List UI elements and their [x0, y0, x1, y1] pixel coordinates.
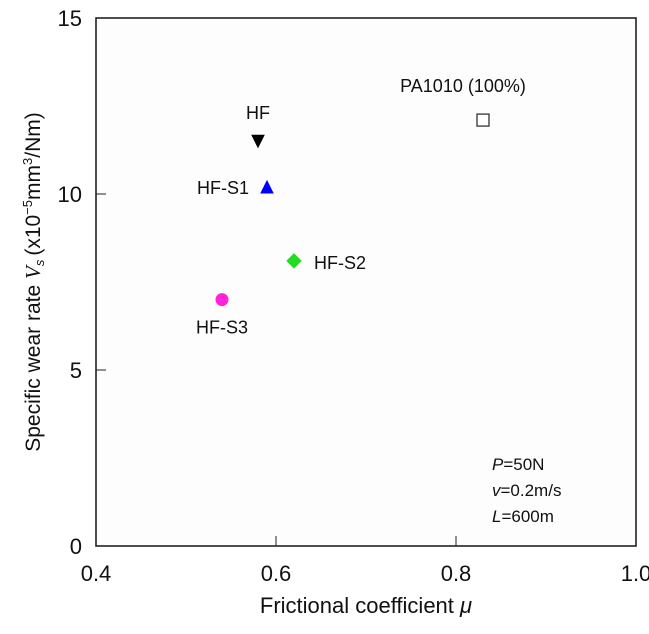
condition-P: P=50N	[492, 455, 544, 474]
y-tick-label: 5	[70, 358, 82, 383]
x-axis-label: Frictional coefficient μ	[260, 593, 472, 618]
condition-v: v=0.2m/s	[492, 481, 561, 500]
y-axis-label: Specific wear rate Vs(x10−5mm3/Nm)	[20, 112, 47, 452]
point-hf-s2-marker	[286, 253, 302, 269]
x-tick-label: 1.0	[621, 561, 649, 586]
x-tick-label: 0.4	[81, 561, 112, 586]
condition-L: L=600m	[492, 507, 554, 526]
point-pa1010-100-label: PA1010 (100%)	[400, 76, 526, 96]
point-hf-s2-label: HF-S2	[314, 253, 366, 273]
point-hf-s3-label: HF-S3	[196, 318, 248, 338]
point-hf-s1-label: HF-S1	[197, 178, 249, 198]
y-tick-label: 0	[70, 534, 82, 559]
point-pa1010-100-marker	[476, 113, 490, 127]
point-hf-s1-marker	[260, 179, 274, 194]
x-tick-label: 0.6	[261, 561, 292, 586]
y-tick-label: 15	[58, 6, 82, 31]
y-tick-label: 10	[58, 182, 82, 207]
point-hf-s3-marker	[215, 293, 229, 307]
test-conditions: P=50N v=0.2m/s L=600m	[492, 455, 561, 526]
plot-area	[95, 17, 637, 547]
x-tick-label: 0.8	[441, 561, 472, 586]
point-hf-marker	[251, 134, 265, 149]
point-hf-label: HF	[246, 103, 270, 123]
